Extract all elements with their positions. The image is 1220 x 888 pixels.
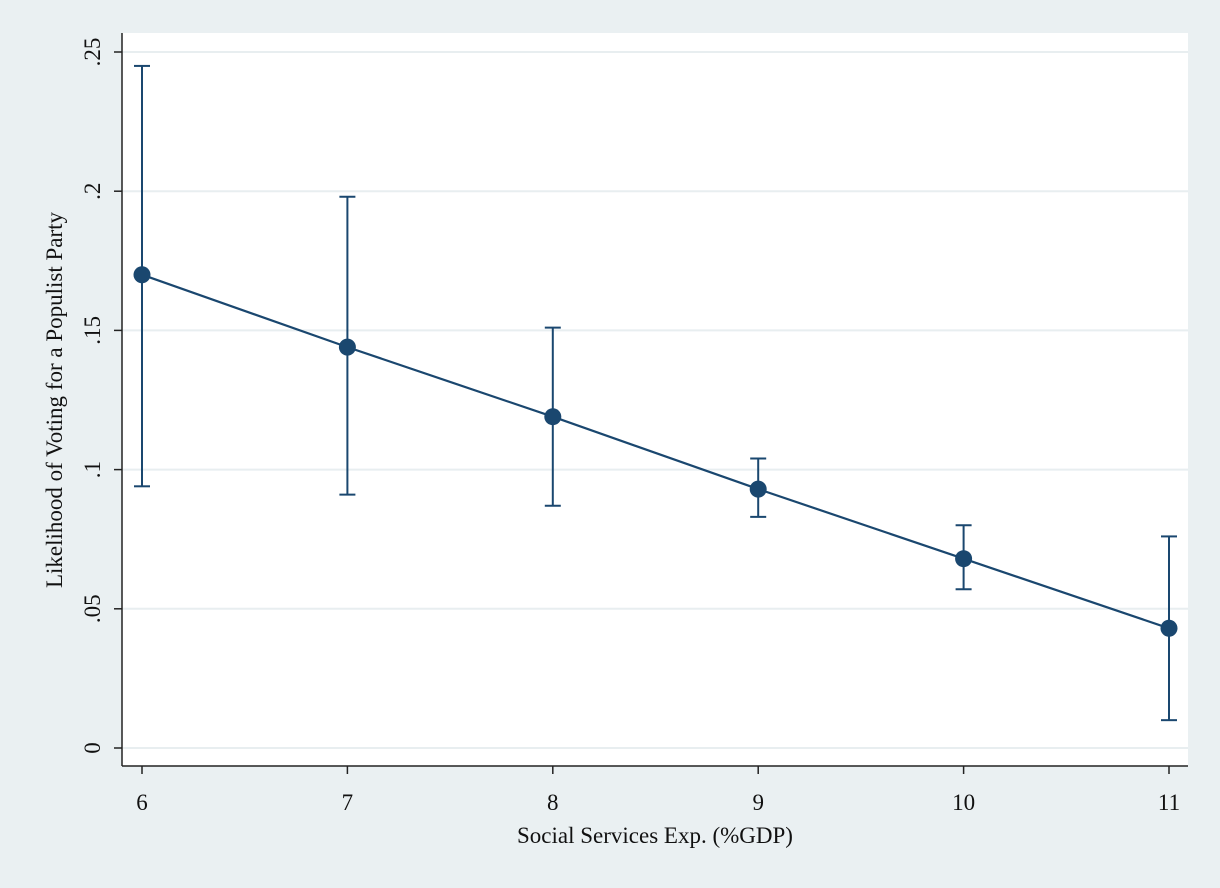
- data-point: [544, 408, 562, 426]
- data-point: [1160, 619, 1178, 637]
- x-tick-label: 11: [1158, 790, 1180, 815]
- data-point: [749, 480, 767, 498]
- y-tick-label: .2: [80, 183, 105, 200]
- x-tick-label: 9: [752, 790, 764, 815]
- data-point: [338, 338, 356, 356]
- x-tick-label: 6: [136, 790, 148, 815]
- data-point: [955, 550, 973, 568]
- y-tick-label: .05: [80, 594, 105, 623]
- x-tick-label: 7: [342, 790, 354, 815]
- x-axis-title: Social Services Exp. (%GDP): [517, 823, 793, 848]
- data-point: [133, 266, 151, 284]
- series-line: [141, 273, 1170, 630]
- y-tick-label: .1: [80, 461, 105, 478]
- series-layer: [133, 64, 1178, 722]
- x-tick-label: 8: [547, 790, 559, 815]
- y-tick-label: .15: [80, 316, 105, 345]
- axes: 0 .05 .1 .15 .2 .25 6 7 8 9 10 11: [80, 33, 1188, 815]
- y-tick-label: 0: [80, 742, 105, 754]
- y-axis-title: Likelihood of Voting for a Populist Part…: [42, 211, 67, 588]
- x-tick-label: 10: [952, 790, 975, 815]
- y-tick-label: .25: [80, 38, 105, 67]
- plot-background: [122, 33, 1188, 766]
